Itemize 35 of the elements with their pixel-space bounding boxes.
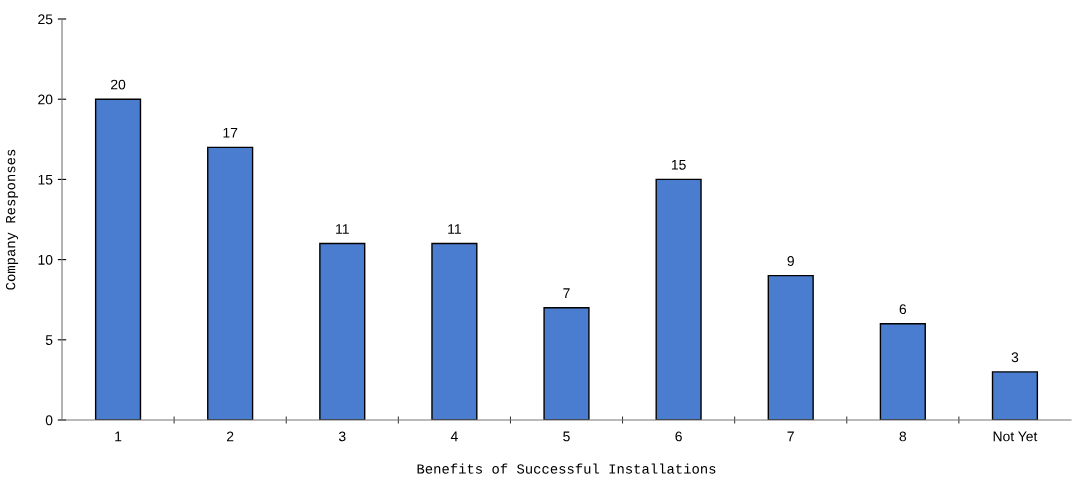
data-label: 11 [448,224,461,234]
data-label: 17 [223,127,238,138]
bar [991,371,1039,420]
y-tick-label: 25 [38,14,53,25]
x-tick-label: 6 [675,431,682,442]
x-tick-label: 8 [899,431,907,442]
y-tick-label: 0 [45,415,53,426]
x-tick-label: Not Yet [993,431,1038,442]
data-label: 3 [1011,352,1019,363]
y-tick-label: 10 [38,254,53,265]
x-tick-label: 1 [115,431,122,442]
x-axis-title: Benefits of Successful Installations [417,463,716,474]
bar [655,178,702,420]
bar [767,274,814,420]
x-tick-label: 3 [338,431,346,442]
x-tick-label: 2 [227,431,234,442]
bar [879,323,926,420]
bar [543,307,590,420]
data-label: 7 [563,288,570,298]
x-tick-label: 7 [787,431,794,442]
bar [207,146,254,420]
y-tick-label: 20 [38,94,53,105]
data-label: 15 [671,160,686,170]
y-tick-label: 5 [45,335,53,345]
x-tick-label: 5 [563,431,570,442]
data-label: 20 [111,79,126,90]
bar [431,242,478,420]
y-tick-label: 15 [38,174,53,185]
y-axis-title: Company Responses [5,149,19,290]
bar [94,98,142,420]
x-tick-label: 4 [450,431,458,442]
data-label: 9 [787,256,794,266]
bar [319,242,366,420]
data-label: 11 [336,224,349,234]
data-label: 6 [899,304,907,315]
